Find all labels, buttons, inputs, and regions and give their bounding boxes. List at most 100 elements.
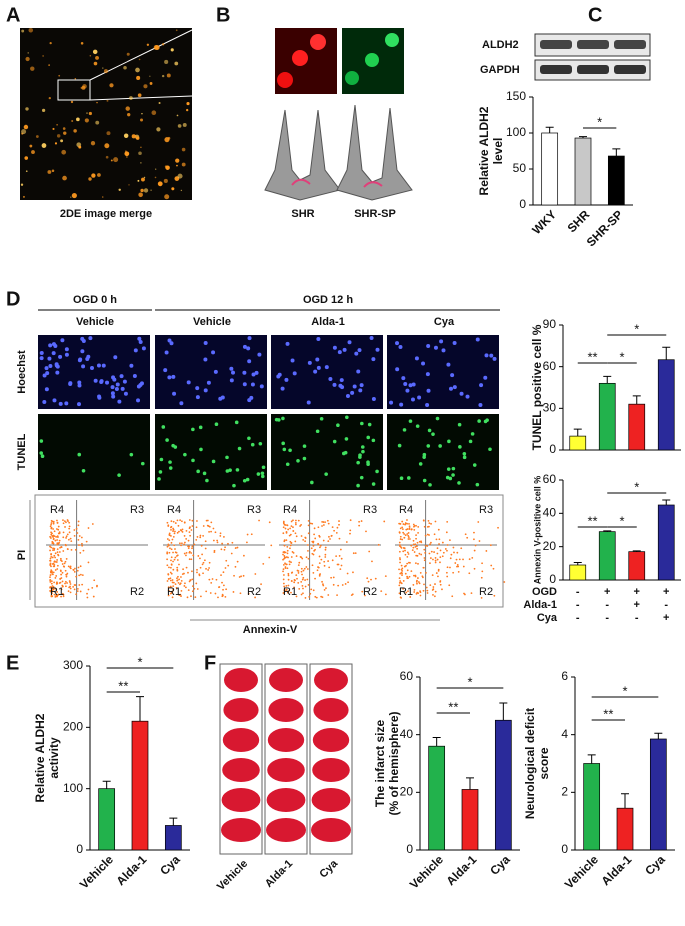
event <box>364 594 366 597</box>
event <box>398 592 401 595</box>
event <box>434 520 437 523</box>
event <box>294 523 297 526</box>
gel-spot <box>166 165 169 168</box>
tunel-cell <box>285 462 290 467</box>
gel-spot <box>156 127 161 132</box>
event <box>268 521 271 524</box>
event <box>433 551 435 553</box>
event <box>441 555 444 558</box>
event <box>170 528 172 531</box>
tunel-cell <box>360 421 364 426</box>
event <box>456 551 459 554</box>
event <box>404 522 407 524</box>
nucleus <box>350 390 355 395</box>
spot <box>310 34 326 50</box>
event <box>174 583 177 586</box>
y-axis-label: (% of hemisphere) <box>387 711 401 815</box>
event <box>289 544 292 547</box>
event <box>324 546 327 549</box>
bar <box>628 551 646 581</box>
event <box>414 575 417 578</box>
event <box>191 525 194 527</box>
event <box>185 538 188 540</box>
condition-mark: - <box>605 599 609 611</box>
event <box>56 595 59 598</box>
event <box>179 542 181 545</box>
y-tick-label: 60 <box>543 472 557 486</box>
tunel-cell <box>81 468 86 473</box>
event <box>169 577 172 580</box>
event <box>399 535 402 538</box>
nucleus <box>284 377 289 382</box>
event <box>399 546 402 548</box>
tunel-cell <box>315 429 320 434</box>
event <box>222 584 225 587</box>
nucleus <box>280 386 285 391</box>
event <box>174 530 176 533</box>
event <box>170 556 173 559</box>
event <box>65 558 68 560</box>
event <box>64 560 67 563</box>
event <box>429 562 431 565</box>
event <box>401 567 404 570</box>
event <box>63 562 66 565</box>
event <box>405 591 408 594</box>
bar <box>98 788 116 851</box>
event <box>172 560 174 563</box>
gel-spot <box>113 157 119 163</box>
event <box>172 535 175 538</box>
nucleus <box>359 383 364 388</box>
gel-spot <box>158 101 161 105</box>
event <box>349 519 352 522</box>
tunel-cell <box>358 455 362 459</box>
event <box>324 548 327 551</box>
brain-slice <box>312 758 350 782</box>
gel-spot <box>78 145 82 149</box>
event <box>436 558 439 561</box>
gel-spot <box>157 181 163 187</box>
nucleus <box>315 357 320 362</box>
event <box>285 563 288 566</box>
event <box>358 524 361 527</box>
event <box>180 579 183 582</box>
gel-spot <box>42 108 46 113</box>
event <box>399 557 401 559</box>
event <box>167 573 170 576</box>
event <box>286 567 289 570</box>
condition-mark: + <box>634 586 640 598</box>
event <box>72 569 75 571</box>
event <box>52 536 54 538</box>
event <box>60 546 63 548</box>
event <box>401 570 404 572</box>
event <box>53 535 56 538</box>
event <box>52 588 55 591</box>
tunel-cell <box>472 463 477 467</box>
nucleus <box>42 399 47 404</box>
event <box>68 525 71 528</box>
event <box>286 549 289 552</box>
bar <box>657 359 675 451</box>
event <box>291 551 294 553</box>
gel-spot <box>143 84 148 89</box>
condition-mark: + <box>663 586 669 598</box>
gel-spot <box>101 196 104 198</box>
event <box>413 574 415 577</box>
hoechst-image <box>271 335 383 409</box>
panel-label: E <box>6 652 19 674</box>
tunel-cell <box>485 418 489 422</box>
event <box>321 580 323 583</box>
event <box>426 526 429 528</box>
event <box>214 531 217 534</box>
event <box>201 563 204 566</box>
event <box>415 534 417 537</box>
event <box>318 573 321 576</box>
event <box>408 527 411 529</box>
gel-spot <box>102 67 104 69</box>
error-bar <box>662 346 671 360</box>
significance-label: ** <box>448 699 458 714</box>
gel-spot <box>161 43 165 46</box>
event <box>318 555 321 558</box>
tunel-cell <box>129 452 134 457</box>
bar <box>164 825 182 851</box>
nucleus <box>446 362 451 367</box>
